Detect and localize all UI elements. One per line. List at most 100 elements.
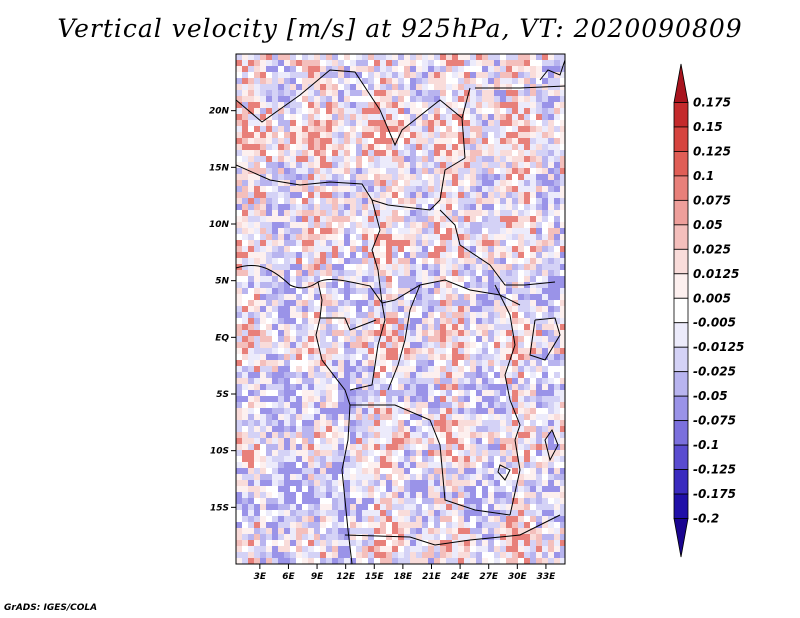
field-cell bbox=[344, 102, 350, 108]
field-cell bbox=[560, 444, 565, 450]
field-cell bbox=[266, 492, 272, 498]
field-cell bbox=[452, 156, 458, 162]
field-cell bbox=[530, 306, 536, 312]
field-cell bbox=[464, 216, 470, 222]
field-cell bbox=[464, 162, 470, 168]
field-cell bbox=[338, 222, 344, 228]
field-cell bbox=[356, 126, 362, 132]
field-cell bbox=[452, 384, 458, 390]
field-cell bbox=[284, 144, 290, 150]
field-cell bbox=[260, 294, 266, 300]
field-cell bbox=[308, 384, 314, 390]
field-cell bbox=[470, 408, 476, 414]
field-cell bbox=[254, 378, 260, 384]
field-cell bbox=[332, 204, 338, 210]
field-cell bbox=[374, 540, 380, 546]
field-cell bbox=[524, 72, 530, 78]
field-cell bbox=[506, 528, 512, 534]
field-cell bbox=[248, 120, 254, 126]
field-cell bbox=[296, 54, 302, 60]
field-cell bbox=[512, 378, 518, 384]
field-cell bbox=[380, 186, 386, 192]
field-cell bbox=[338, 132, 344, 138]
field-cell bbox=[314, 162, 320, 168]
field-cell bbox=[308, 234, 314, 240]
field-cell bbox=[278, 492, 284, 498]
field-cell bbox=[488, 426, 494, 432]
field-cell bbox=[332, 180, 338, 186]
field-cell bbox=[476, 480, 482, 486]
field-cell bbox=[470, 384, 476, 390]
field-cell bbox=[362, 450, 368, 456]
y-tick-label: 20N bbox=[209, 107, 230, 117]
field-cell bbox=[554, 474, 560, 480]
field-cell bbox=[350, 444, 356, 450]
field-cell bbox=[410, 66, 416, 72]
field-cell bbox=[392, 414, 398, 420]
field-cell bbox=[350, 318, 356, 324]
field-cell bbox=[446, 348, 452, 354]
field-cell bbox=[368, 492, 374, 498]
field-cell bbox=[362, 552, 368, 558]
field-cell bbox=[326, 192, 332, 198]
field-cell bbox=[350, 276, 356, 282]
field-cell bbox=[542, 360, 548, 366]
field-cell bbox=[524, 408, 530, 414]
field-cell bbox=[452, 450, 458, 456]
field-cell bbox=[542, 504, 548, 510]
field-cell bbox=[236, 306, 242, 312]
field-cell bbox=[344, 408, 350, 414]
field-cell bbox=[464, 480, 470, 486]
field-cell bbox=[446, 66, 452, 72]
field-cell bbox=[302, 408, 308, 414]
field-cell bbox=[398, 264, 404, 270]
field-cell bbox=[296, 78, 302, 84]
field-cell bbox=[554, 450, 560, 456]
field-cell bbox=[506, 228, 512, 234]
field-cell bbox=[554, 84, 560, 90]
field-cell bbox=[470, 300, 476, 306]
field-cell bbox=[290, 558, 296, 564]
field-cell bbox=[386, 546, 392, 552]
field-cell bbox=[392, 270, 398, 276]
field-cell bbox=[410, 198, 416, 204]
field-cell bbox=[434, 312, 440, 318]
field-cell bbox=[428, 474, 434, 480]
field-cell bbox=[290, 546, 296, 552]
field-cell bbox=[392, 408, 398, 414]
field-cell bbox=[446, 474, 452, 480]
field-cell bbox=[374, 342, 380, 348]
field-cell bbox=[392, 330, 398, 336]
field-cell bbox=[254, 162, 260, 168]
field-cell bbox=[560, 90, 565, 96]
field-cell bbox=[320, 384, 326, 390]
field-cell bbox=[398, 102, 404, 108]
field-cell bbox=[392, 306, 398, 312]
field-cell bbox=[260, 246, 266, 252]
field-cell bbox=[476, 276, 482, 282]
field-cell bbox=[368, 282, 374, 288]
field-cell bbox=[368, 354, 374, 360]
field-cell bbox=[350, 378, 356, 384]
field-cell bbox=[308, 378, 314, 384]
field-cell bbox=[272, 354, 278, 360]
field-cell bbox=[488, 342, 494, 348]
field-cell bbox=[344, 360, 350, 366]
field-cell bbox=[290, 102, 296, 108]
field-cell bbox=[368, 264, 374, 270]
field-cell bbox=[272, 312, 278, 318]
field-cell bbox=[410, 540, 416, 546]
field-cell bbox=[440, 318, 446, 324]
field-cell bbox=[386, 510, 392, 516]
field-cell bbox=[446, 420, 452, 426]
field-cell bbox=[242, 438, 248, 444]
field-cell bbox=[464, 276, 470, 282]
field-cell bbox=[530, 444, 536, 450]
field-cell bbox=[302, 216, 308, 222]
field-cell bbox=[326, 486, 332, 492]
field-cell bbox=[290, 162, 296, 168]
field-cell bbox=[374, 300, 380, 306]
field-cell bbox=[518, 456, 524, 462]
field-cell bbox=[416, 192, 422, 198]
field-cell bbox=[410, 528, 416, 534]
